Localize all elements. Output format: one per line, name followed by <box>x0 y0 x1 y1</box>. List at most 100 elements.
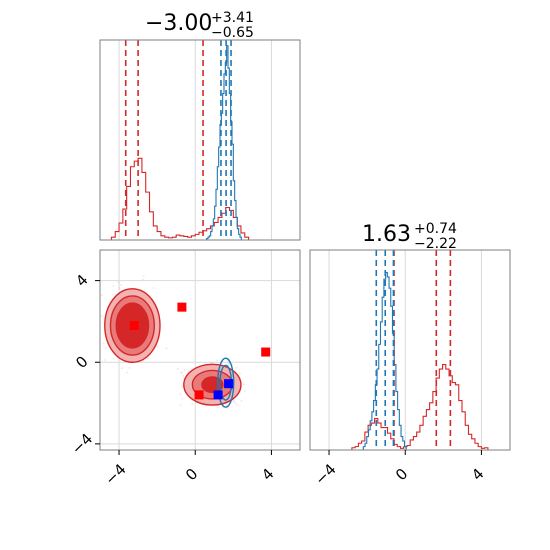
panel-hist-param1 <box>99 39 301 241</box>
scatter-point-red <box>100 314 103 317</box>
scatter-point-red <box>126 371 128 374</box>
scatter-point-red <box>244 390 246 392</box>
scatter-point-red <box>187 370 190 372</box>
marker-blue-1 <box>213 390 223 400</box>
scatter-point-red <box>179 404 182 406</box>
scatter-point-blue <box>227 361 230 363</box>
scatter-point-red <box>152 287 155 289</box>
hist-red-step-param2 <box>351 364 489 450</box>
hist-blue-param1 <box>206 45 242 240</box>
hist-red-param1 <box>110 157 250 240</box>
scatter-point-red <box>181 385 183 388</box>
scatter-point-blue <box>225 402 228 405</box>
scatter-point-blue <box>222 406 224 409</box>
marker-red-1 <box>177 302 187 312</box>
scatter-point-red <box>142 278 144 281</box>
scatter-point-red <box>243 383 245 386</box>
scatter-point-red <box>147 357 149 360</box>
quantile-lines-param2 <box>375 250 452 450</box>
scatter-point-red <box>128 367 131 369</box>
scatter-point-red <box>235 366 237 369</box>
panel-2d: −4−4 0 0 4 4 <box>68 249 301 489</box>
scatter-point-red <box>239 373 241 375</box>
scatter-point-red <box>142 359 145 362</box>
grid-hist-param1 <box>118 40 272 240</box>
scatter-point-red <box>183 377 185 380</box>
marker-red-3 <box>194 390 204 400</box>
contour-blue-0 <box>217 357 235 408</box>
title-param1-sup: +3.41 <box>211 10 254 26</box>
title-param1: −3.00 <box>145 11 212 36</box>
scatter-point-red <box>234 401 236 404</box>
contours <box>104 288 242 408</box>
scatter-point-red <box>240 399 243 402</box>
grid-hist-param2 <box>328 250 482 450</box>
scatter-point-red <box>227 407 229 409</box>
marker-blue-0 <box>224 379 234 389</box>
scatter-point-red <box>232 399 235 402</box>
title-param2-main: 1.63 <box>362 222 411 247</box>
quantile-lines-param1 <box>124 40 232 240</box>
ticks-2d: −4−4 0 0 4 4 <box>68 271 278 489</box>
scatter-point-red <box>104 346 107 349</box>
scatter-point-red <box>120 284 122 286</box>
scatter-point-blue <box>227 364 230 366</box>
scatter-point-red <box>103 359 106 361</box>
scatter-point-red <box>177 368 179 370</box>
title-param2-sup: +0.74 <box>414 221 457 237</box>
title-param1-main: −3.00 <box>145 11 212 36</box>
xtick-label-param2-2: 4 <box>468 465 487 484</box>
xtick-label-param2-0: −4 <box>311 460 339 488</box>
title-param1-sub: −0.65 <box>211 25 254 41</box>
ytick-label-2d-2: 4 <box>72 271 91 290</box>
scatter-point-red <box>165 347 168 350</box>
hist-blue-param2 <box>362 271 407 450</box>
scatter-point-red <box>182 375 185 377</box>
scatter-point-red <box>117 281 120 284</box>
markers <box>129 302 271 400</box>
scatter-point-red <box>210 361 213 364</box>
scatter-point-red <box>101 294 103 296</box>
frame-hist-param1 <box>99 39 301 241</box>
scatter-point-red <box>106 306 109 309</box>
marker-red-0 <box>129 321 139 331</box>
scatter-point-red <box>217 406 219 409</box>
ytick-label-2d-1: 0 <box>72 353 91 372</box>
hist-blue-step-param2 <box>362 271 407 450</box>
scatter-point-red <box>112 285 115 287</box>
xtick-label-2d-2: 4 <box>258 465 277 484</box>
ticks-hist-param2: −4 0 4 <box>311 450 488 489</box>
scatter-point-red <box>191 403 193 405</box>
scatter-point-red <box>121 367 123 370</box>
scatter-point-red <box>156 345 159 348</box>
marker-red-2 <box>261 347 271 357</box>
scatter-point-red <box>181 397 184 400</box>
scatter-point-red <box>232 400 235 403</box>
xtick-label-2d-0: −4 <box>101 460 129 488</box>
scatter-point-red <box>103 342 105 345</box>
scatter-point-red <box>118 287 121 289</box>
scatter-point-red <box>183 369 186 371</box>
scatter-point-blue <box>226 403 228 405</box>
scatter-point-blue <box>216 359 218 362</box>
xtick-label-param2-1: 0 <box>392 465 411 484</box>
scatter-point-blue <box>228 362 231 365</box>
hist-red-step-param1 <box>110 157 250 240</box>
frame-2d <box>99 249 301 451</box>
scatter-point-red <box>226 358 229 361</box>
panel-hist-param2: −4 0 4 <box>309 249 511 489</box>
title-param2-sub: −2.22 <box>414 236 457 252</box>
hist-blue-step-param1 <box>206 45 242 240</box>
scatter-point-red <box>179 393 181 396</box>
ytick-label-2d-0: −4 <box>68 430 96 458</box>
scatter-point-red <box>236 404 238 406</box>
xtick-label-2d-1: 0 <box>182 465 201 484</box>
frame-hist-param2 <box>309 249 511 451</box>
title-param2: 1.63 <box>362 222 411 247</box>
scatter-point-red <box>142 275 145 278</box>
scatter-point-red <box>180 372 183 374</box>
scatter-point-blue <box>231 363 234 366</box>
scatter-point-red <box>180 371 183 373</box>
hist-red-param2 <box>351 364 489 450</box>
